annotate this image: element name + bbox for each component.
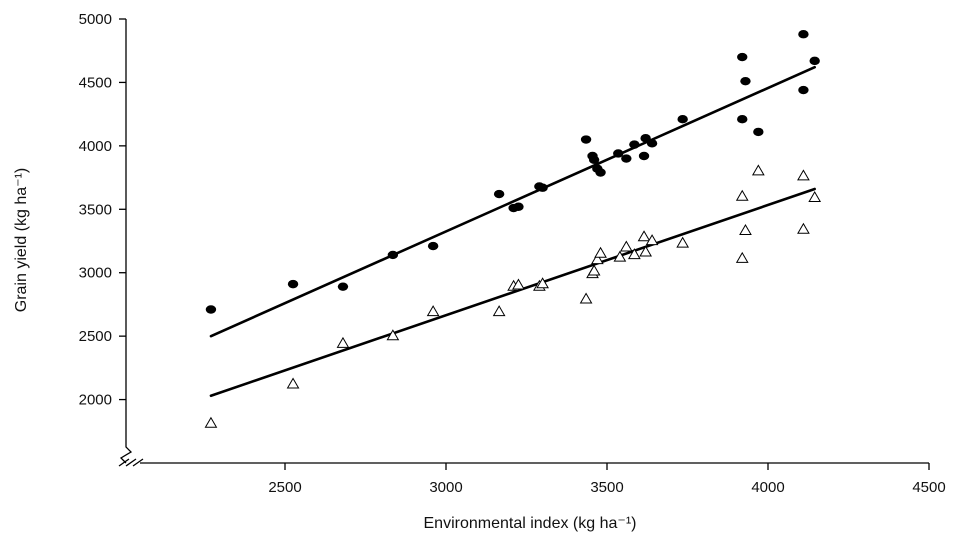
data-point-filled-circle [613,149,624,158]
data-point-filled-circle [588,155,600,165]
y-tick-label: 2500 [79,328,112,345]
data-point-open-triangle [286,377,300,389]
data-point-filled-circle [629,140,640,149]
data-point-filled-circle [677,115,688,124]
data-point-filled-circle [640,134,651,143]
y-tick-label: 3000 [79,265,112,282]
data-point-open-triangle [336,336,350,348]
data-point-open-triangle [808,190,822,202]
y-tick-label: 2000 [79,392,112,409]
data-point-open-triangle [735,251,749,263]
data-point-open-triangle [637,230,651,242]
data-point-filled-circle [387,250,399,260]
fit-line-series-2 [209,187,816,398]
y-tick-label: 4000 [79,138,112,155]
data-point-filled-circle [337,282,349,291]
data-point-filled-circle [737,52,748,62]
data-point-filled-circle [493,189,505,199]
data-point-filled-circle [427,241,439,251]
data-point-open-triangle [426,305,440,317]
data-point-open-triangle [492,305,506,317]
data-point-filled-circle [646,139,658,148]
data-point-open-triangle [735,189,749,201]
y-axis-ticks: 2000 2500 3000 3500 4000 4500 5000 [79,11,126,409]
data-point-filled-circle [737,115,748,124]
data-point-open-triangle [587,264,601,276]
data-point-filled-circle [798,30,809,39]
data-point-filled-circle [638,151,650,161]
x-axis-ticks: 2500 3000 3500 4000 4500 [268,463,946,496]
data-point-open-triangle [751,164,765,176]
y-tick-label: 5000 [79,11,112,28]
data-point-open-triangle [797,222,810,234]
y-tick-label: 3500 [79,201,112,218]
data-point-filled-circle [740,76,751,86]
data-point-open-triangle [645,234,659,246]
y-axis-title: Grain yield (kg ha⁻¹) [13,168,30,313]
data-point-open-triangle [594,246,607,258]
x-tick-label: 2500 [268,479,301,496]
data-point-filled-circle [809,56,820,66]
data-point-filled-circle [621,154,632,163]
data-points [204,30,822,428]
data-point-open-triangle [590,253,604,265]
data-point-filled-circle [595,168,606,177]
data-point-open-triangle [536,277,549,289]
data-point-open-triangle [512,278,525,290]
data-point-filled-circle [753,127,764,137]
data-point-open-triangle [739,223,752,235]
x-tick-label: 3000 [429,479,462,496]
x-axis-break-left [118,458,144,467]
data-point-open-triangle [204,416,218,428]
y-tick-label: 4500 [79,74,112,91]
data-point-filled-circle [580,135,592,144]
data-point-open-triangle [386,329,400,341]
data-point-filled-circle [798,85,809,95]
data-point-open-triangle [639,245,653,257]
x-tick-label: 4500 [912,479,945,496]
data-point-open-triangle [613,250,627,262]
x-tick-label: 3500 [590,479,623,496]
x-tick-label: 4000 [751,479,784,496]
data-point-filled-circle [537,183,548,192]
regression-lines [209,65,816,398]
y-axis-line [119,19,133,464]
data-point-filled-circle [287,279,299,289]
axes [118,19,929,467]
data-point-open-triangle [676,236,690,248]
data-point-open-triangle [797,169,810,181]
data-point-open-triangle [619,240,633,252]
fit-line-series-1 [209,65,816,338]
x-axis-title: Environmental index (kg ha⁻¹) [424,515,637,532]
data-point-filled-circle [205,305,217,314]
data-point-filled-circle [513,202,524,211]
data-point-open-triangle [628,248,641,260]
data-point-open-triangle [579,292,593,304]
